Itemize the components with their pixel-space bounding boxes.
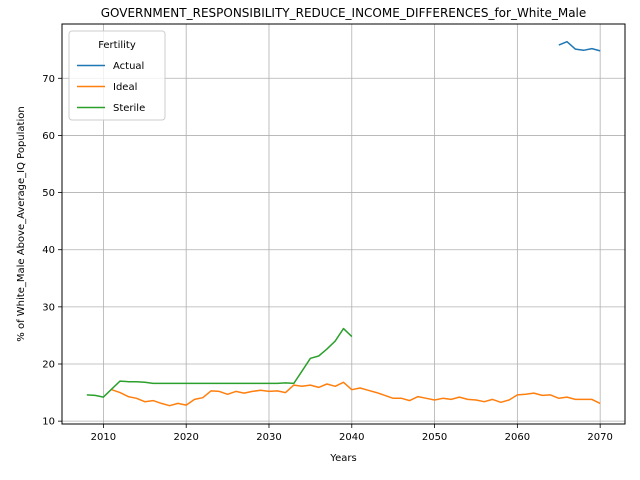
legend-title: Fertility [98, 40, 136, 51]
x-tick-label: 2070 [587, 432, 612, 443]
grid [62, 24, 625, 424]
x-tick-label: 2030 [256, 432, 281, 443]
legend-box [68, 30, 166, 121]
x-tick-label: 2060 [505, 432, 530, 443]
legend-label-actual: Actual [113, 61, 144, 72]
y-tick-label: 20 [42, 360, 55, 371]
legend-label-sterile: Sterile [113, 103, 145, 114]
series-line-sterile [86, 327, 353, 398]
series-lines [86, 40, 601, 407]
y-tick-label: 50 [42, 188, 55, 199]
x-tick-label: 2050 [422, 432, 447, 443]
chart-title: GOVERNMENT_RESPONSIBILITY_REDUCE_INCOME_… [101, 6, 587, 20]
y-tick-label: 70 [42, 74, 55, 85]
x-tick-label: 2020 [173, 432, 198, 443]
x-axis-title: Years [329, 453, 356, 464]
y-tick-label: 60 [42, 131, 55, 142]
series-line-ideal [111, 381, 601, 407]
y-tick-label: 10 [42, 417, 55, 428]
y-tick-label: 40 [42, 245, 55, 256]
legend: Fertility Actual Ideal Sterile [68, 30, 166, 121]
x-tick-label: 2010 [91, 432, 116, 443]
legend-label-ideal: Ideal [113, 82, 137, 93]
series-line-actual [558, 40, 601, 52]
y-axis: 10 20 30 40 50 60 70 [42, 74, 62, 428]
plot-frame [61, 23, 626, 425]
y-axis-title: % of White_Male Above_Average_IQ Populat… [16, 106, 27, 341]
y-tick-label: 30 [42, 302, 55, 313]
x-tick-label: 2040 [339, 432, 364, 443]
x-axis: 2010 2020 2030 2040 2050 2060 2070 [91, 424, 613, 443]
